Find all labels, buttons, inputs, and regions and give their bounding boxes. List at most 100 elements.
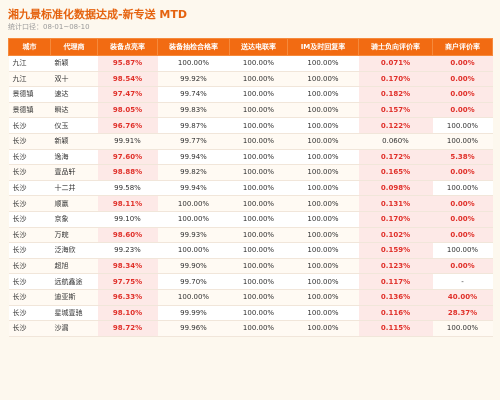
value-cell: 100.00%	[229, 149, 288, 166]
table-row: 长沙 新颖 99.91% 99.77% 100.00% 100.00% 0.060% 100.…	[8, 133, 493, 150]
value-cell: 100.00%	[287, 289, 359, 306]
value-cell: 98.72%	[97, 320, 158, 337]
value-cell: 99.91%	[97, 133, 158, 150]
page-title: 湘九景标准化数据达成-新专送 MTD	[8, 8, 187, 21]
value-cell: 99.77%	[157, 133, 230, 150]
value-cell: 96.76%	[97, 117, 158, 134]
text-cell: 长沙	[8, 211, 51, 228]
value-cell: 0.115%	[358, 320, 433, 337]
value-cell: 100.00%	[157, 55, 230, 72]
value-cell: 0.117%	[358, 273, 433, 290]
column-header: 商户评价率	[432, 38, 493, 56]
value-cell: 100.00%	[432, 242, 493, 259]
value-cell: 99.92%	[157, 71, 230, 88]
value-cell: 99.82%	[157, 164, 230, 181]
column-header: 送达电联率	[229, 38, 288, 56]
value-cell: 100.00%	[287, 164, 359, 181]
value-cell: 100.00%	[287, 273, 359, 290]
value-cell: 0.131%	[358, 195, 433, 212]
header-row: 城市 代理商 装备点亮率 装备抽检合格率 送达电联率 IM及时回复率 骑士负向评价率 商户评价…	[8, 38, 493, 56]
text-cell: 长沙	[8, 242, 51, 259]
value-cell: 100.00%	[229, 273, 288, 290]
value-cell: 98.88%	[97, 164, 158, 181]
value-cell: 0.170%	[358, 71, 433, 88]
value-cell: 0.123%	[358, 258, 433, 275]
value-cell: 100.00%	[229, 55, 288, 72]
value-cell: 0.122%	[358, 117, 433, 134]
value-cell: 100.00%	[229, 180, 288, 197]
text-cell: 九江	[8, 55, 51, 72]
value-cell: 100.00%	[287, 211, 359, 228]
value-cell: 99.70%	[157, 273, 230, 290]
value-cell: 100.00%	[229, 227, 288, 244]
value-cell: 0.182%	[358, 86, 433, 103]
text-cell: 泛海欣	[50, 242, 98, 259]
value-cell: 0.159%	[358, 242, 433, 259]
text-cell: 星城壹驰	[50, 305, 98, 322]
value-cell: 100.00%	[287, 305, 359, 322]
text-cell: 京象	[50, 211, 98, 228]
text-cell: 仪玉	[50, 117, 98, 134]
value-cell: 0.098%	[358, 180, 433, 197]
value-cell: 99.74%	[157, 86, 230, 103]
table-row: 长沙 逸海 97.60% 99.94% 100.00% 100.00% 0.172% 5.38…	[8, 149, 493, 166]
value-cell: 100.00%	[229, 195, 288, 212]
text-cell: 速达	[50, 86, 98, 103]
value-cell: 100.00%	[229, 289, 288, 306]
value-cell: 0.00%	[432, 195, 493, 212]
value-cell: 97.60%	[97, 149, 158, 166]
value-cell: 99.99%	[157, 305, 230, 322]
value-cell: 95.87%	[97, 55, 158, 72]
table-row: 九江 新颖 95.87% 100.00% 100.00% 100.00% 0.071% 0.0…	[8, 55, 493, 72]
value-cell: 0.102%	[358, 227, 433, 244]
value-cell: 100.00%	[432, 117, 493, 134]
value-cell: 100.00%	[229, 258, 288, 275]
value-cell: 98.54%	[97, 71, 158, 88]
text-cell: 万皖	[50, 227, 98, 244]
value-cell: 99.90%	[157, 258, 230, 275]
text-cell: 九江	[8, 71, 51, 88]
value-cell: 100.00%	[287, 149, 359, 166]
value-cell: 99.94%	[157, 180, 230, 197]
value-cell: 100.00%	[229, 71, 288, 88]
table-body: 九江 新颖 95.87% 100.00% 100.00% 100.00% 0.071% 0.0…	[8, 55, 493, 337]
value-cell: 99.87%	[157, 117, 230, 134]
text-cell: 长沙	[8, 164, 51, 181]
value-cell: 99.10%	[97, 211, 158, 228]
value-cell: 100.00%	[287, 227, 359, 244]
table-row: 长沙 京象 99.10% 100.00% 100.00% 100.00% 0.170% 0.0…	[8, 211, 493, 228]
value-cell: 100.00%	[157, 211, 230, 228]
value-cell: 100.00%	[229, 133, 288, 150]
value-cell: 100.00%	[287, 71, 359, 88]
text-cell: 双十	[50, 71, 98, 88]
column-header: 代理商	[50, 38, 98, 56]
value-cell: -	[432, 273, 493, 290]
column-header: 骑士负向评价率	[358, 38, 433, 56]
column-header: 装备点亮率	[97, 38, 158, 56]
value-cell: 100.00%	[229, 164, 288, 181]
page-subtitle: 统计口径：08-01~08-10	[8, 23, 90, 31]
value-cell: 98.05%	[97, 102, 158, 119]
value-cell: 0.00%	[432, 102, 493, 119]
value-cell: 100.00%	[432, 320, 493, 337]
value-cell: 0.071%	[358, 55, 433, 72]
text-cell: 景德镇	[8, 102, 51, 119]
table-row: 长沙 壹品轩 98.88% 99.82% 100.00% 100.00% 0.165% 0.0…	[8, 164, 493, 181]
table-row: 景德镇 速达 97.47% 99.74% 100.00% 100.00% 0.182% 0.0…	[8, 86, 493, 103]
value-cell: 100.00%	[287, 258, 359, 275]
value-cell: 99.23%	[97, 242, 158, 259]
text-cell: 长沙	[8, 117, 51, 134]
value-cell: 0.165%	[358, 164, 433, 181]
column-header: 城市	[8, 38, 51, 56]
value-cell: 100.00%	[287, 117, 359, 134]
table-row: 长沙 星城壹驰 98.10% 99.99% 100.00% 100.00% 0.116% 28…	[8, 305, 493, 322]
value-cell: 0.136%	[358, 289, 433, 306]
value-cell: 98.34%	[97, 258, 158, 275]
value-cell: 99.83%	[157, 102, 230, 119]
value-cell: 100.00%	[229, 86, 288, 103]
value-cell: 0.157%	[358, 102, 433, 119]
value-cell: 98.60%	[97, 227, 158, 244]
value-cell: 100.00%	[157, 289, 230, 306]
text-cell: 迪亚斯	[50, 289, 98, 306]
